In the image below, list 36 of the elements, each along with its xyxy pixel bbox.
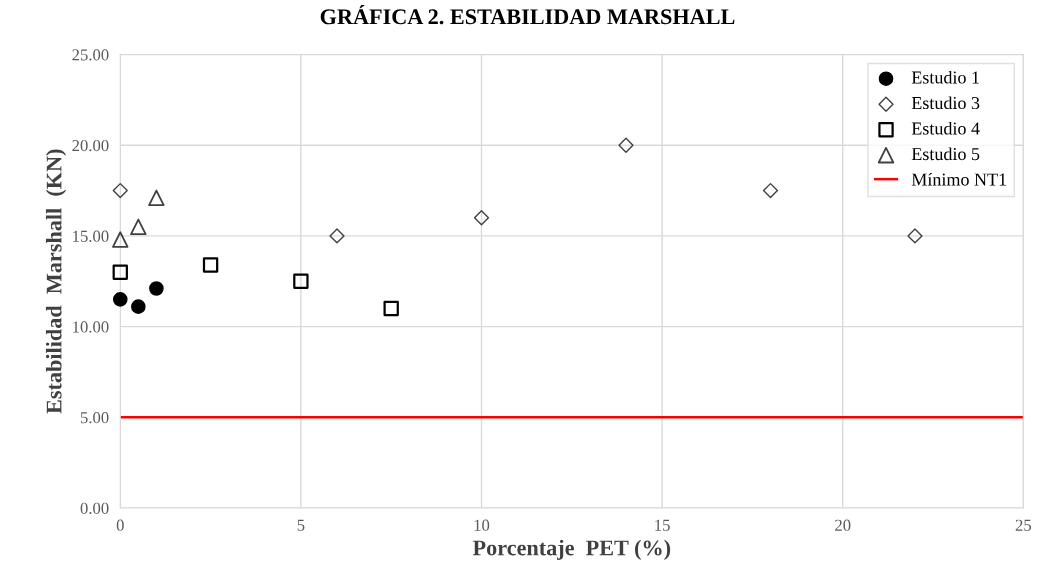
y-tick-label: 15.00 [73,230,109,242]
point [762,182,779,199]
point [112,292,128,307]
point [148,189,165,207]
point [131,299,146,314]
legend-label: Mínimo NT1 [911,172,1007,186]
point [202,257,219,273]
x-tick-label: 10 [474,519,490,531]
legend-label: Estudio 3 [911,96,980,110]
x-tick-label: 15 [655,519,670,531]
legend-label: Estudio 4 [911,121,980,135]
legend-label: Estudio 1 [911,70,979,84]
x-tick-label: 25 [1015,519,1032,531]
point [112,182,128,199]
legend-label: Estudio 5 [911,147,980,161]
point [383,300,399,317]
point [149,281,164,296]
y-tick-label: 10.00 [73,321,109,333]
point [329,228,345,244]
y-tick-label: 20.00 [72,139,109,152]
y-tick-label: 0.00 [80,502,109,515]
point [112,231,129,248]
y-axis-title: Estabilidad Marshall (KN) [45,149,67,414]
point [112,264,128,280]
point [907,228,923,244]
point [293,273,309,289]
x-axis-title: Porcentaje PET (%) [472,539,671,560]
chart-title: GRÁFICA 2. ESTABILIDAD MARSHALL [320,5,735,25]
point [130,218,147,236]
x-tick-label: 0 [116,519,124,531]
point [618,137,634,153]
y-tick-label: 5.00 [80,412,109,424]
y-tick-label: 25.00 [72,49,109,61]
x-tick-label: 20 [835,519,851,531]
x-tick-label: 5 [297,519,305,531]
point [473,210,490,226]
